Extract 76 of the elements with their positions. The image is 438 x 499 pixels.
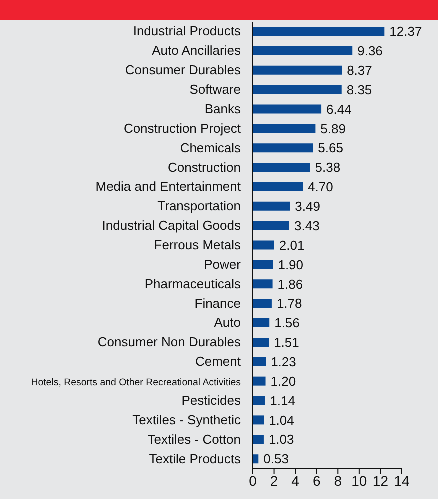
bar [253, 396, 266, 406]
data-label: 5.38 [315, 160, 341, 176]
x-tick-label: 2 [270, 472, 278, 489]
y-tick-label: Construction Project [124, 120, 242, 136]
data-label: 8.35 [346, 82, 372, 98]
bar [253, 46, 353, 56]
x-tick-label: 12 [372, 472, 389, 489]
y-tick-label: Auto [214, 315, 241, 330]
bar [253, 124, 316, 134]
bar [253, 318, 270, 328]
data-label: 1.04 [269, 412, 294, 428]
y-tick-label: Chemicals [180, 140, 242, 156]
bar [253, 376, 266, 386]
bar [253, 435, 264, 444]
y-tick-label: Consumer Durables [125, 62, 242, 78]
y-tick-label: Industrial Capital Goods [102, 218, 242, 234]
y-tick-label: Auto Ancillaries [152, 43, 242, 58]
y-tick-label: Textile Products [149, 451, 242, 466]
data-label: 1.90 [278, 257, 304, 272]
data-label: 8.37 [347, 62, 372, 78]
bar [253, 144, 314, 153]
x-tick-label: 6 [312, 472, 321, 489]
data-label: 5.89 [320, 121, 346, 136]
y-tick-label: Pharmaceuticals [144, 276, 242, 292]
bar [253, 66, 342, 75]
bar [253, 416, 264, 425]
bar [253, 299, 272, 308]
data-label: 1.03 [268, 432, 294, 448]
data-label: 9.36 [358, 44, 383, 59]
data-label: 1.51 [274, 335, 300, 350]
x-tick-label: 4 [292, 472, 300, 489]
bar [253, 104, 322, 114]
bar [253, 260, 274, 270]
bar [253, 182, 304, 192]
y-tick-label: Textiles - Cotton [148, 432, 241, 447]
data-label: 1.56 [274, 316, 300, 331]
y-tick-label: Ferrous Metals [154, 238, 242, 252]
y-tick-label: Finance [194, 296, 241, 311]
y-tick-label: Construction [168, 160, 241, 175]
data-label: 1.86 [278, 276, 304, 292]
data-label: 4.70 [308, 180, 334, 195]
bar [253, 202, 290, 211]
x-tick-label: 10 [352, 472, 368, 489]
y-tick-label: Cement [195, 354, 242, 370]
y-tick-label: Software [190, 82, 241, 98]
y-tick-label: Power [204, 256, 242, 272]
bar [253, 27, 385, 36]
data-label: 1.23 [271, 354, 296, 370]
y-tick-label: Industrial Products [133, 24, 242, 39]
y-tick-label: Pesticides [182, 392, 242, 408]
data-label: 3.49 [295, 199, 320, 214]
data-label: 1.14 [270, 393, 296, 408]
data-label: 2.01 [279, 238, 305, 253]
bar [253, 357, 266, 366]
y-tick-label: Banks [204, 101, 242, 116]
bar [253, 338, 270, 347]
x-tick-label: 14 [394, 472, 410, 489]
data-label: 5.65 [318, 140, 344, 156]
bar [253, 280, 273, 289]
y-tick-label: Transportation [158, 198, 241, 214]
y-tick-label: Media and Entertainment [96, 179, 242, 194]
bar [253, 221, 290, 230]
x-tick-label: 8 [334, 472, 342, 489]
y-tick-label: Hotels, Resorts and Other Recreational Activities [31, 378, 242, 389]
data-label: 1.78 [276, 296, 302, 312]
data-label: 6.44 [326, 102, 352, 117]
bar [253, 240, 274, 250]
y-tick-label: Textiles - Synthetic [132, 412, 242, 428]
data-label: 0.53 [264, 452, 289, 467]
data-label: 1.20 [270, 374, 296, 389]
bar [253, 85, 342, 94]
data-label: 3.43 [294, 218, 320, 234]
x-tick-label: 0 [249, 472, 258, 489]
data-label: 12.37 [390, 24, 422, 40]
bar [253, 163, 310, 172]
y-tick-label: Consumer Non Durables [98, 334, 242, 350]
